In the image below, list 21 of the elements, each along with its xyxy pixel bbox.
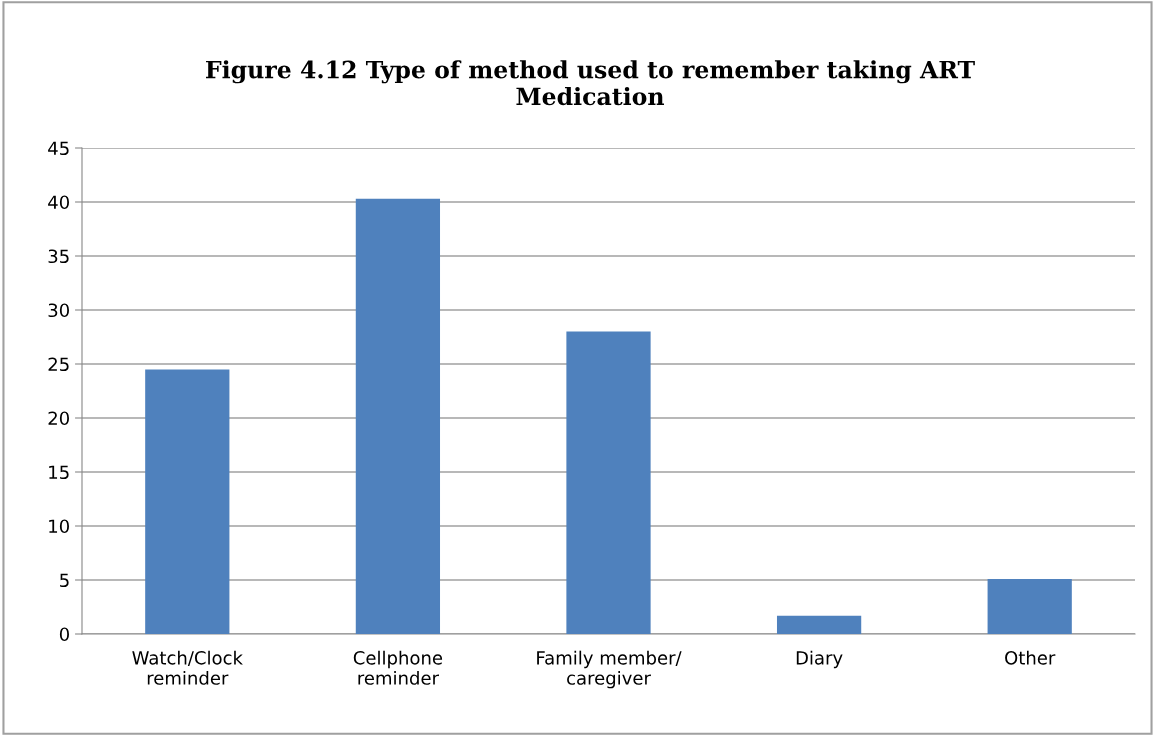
y-tick-label: 10 — [49, 519, 69, 534]
x-tick-label: Other — [1005, 650, 1056, 665]
y-tick-label: 0 — [59, 627, 69, 642]
x-tick-label: Cellphone reminder — [353, 650, 443, 685]
bar — [776, 615, 862, 634]
y-tick-label: 15 — [49, 465, 69, 480]
bar — [566, 331, 651, 634]
y-tick-label: 40 — [48, 195, 69, 210]
y-tick-label: 45 — [48, 141, 69, 156]
bar — [145, 369, 230, 634]
x-tick-label: Diary — [796, 650, 843, 669]
chart-title: Figure 4.12 Type of method used to remember taking ART Medication — [206, 60, 975, 106]
y-tick-label: 25 — [48, 357, 69, 372]
bar — [355, 198, 441, 634]
y-tick-label: 5 — [60, 573, 69, 588]
x-tick-label: Watch/Clock reminder — [132, 650, 243, 685]
y-tick-label: 35 — [48, 249, 69, 264]
y-tick-label: 20 — [48, 411, 69, 426]
x-tick-label: Family member/ caregiver — [537, 650, 682, 689]
bar — [987, 578, 1072, 634]
y-tick-label: 30 — [48, 303, 69, 318]
